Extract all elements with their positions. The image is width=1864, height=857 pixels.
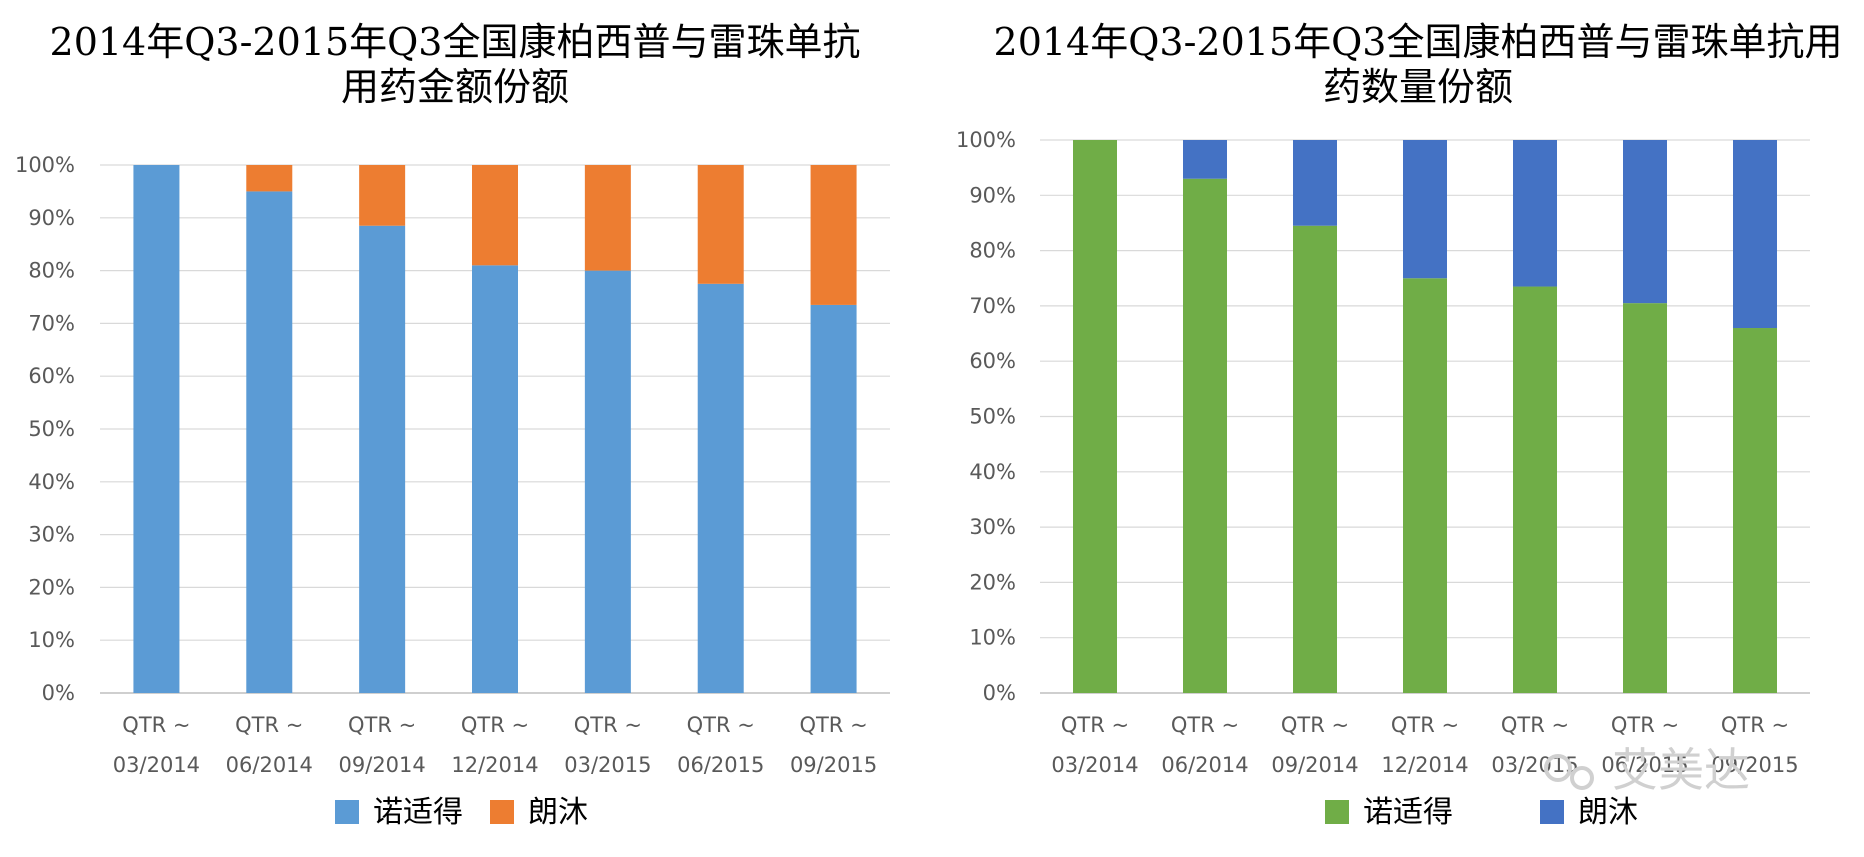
legend-swatch [1325, 800, 1349, 824]
bar-segment-langmu [472, 165, 518, 266]
x-tick-label: 06/2014 [1161, 753, 1248, 777]
y-tick-label: 70% [28, 311, 75, 335]
x-tick-label: QTR ~ [122, 713, 190, 737]
x-tick-label: 03/2015 [564, 753, 651, 777]
y-tick-label: 90% [969, 183, 1016, 207]
x-tick-label: QTR ~ [461, 713, 529, 737]
y-tick-label: 60% [969, 349, 1016, 373]
legend-swatch [490, 800, 514, 824]
x-tick-label: QTR ~ [1281, 713, 1349, 737]
legend-label: 诺适得 [1363, 795, 1453, 830]
y-tick-label: 20% [28, 575, 75, 599]
y-tick-label: 0% [42, 681, 75, 705]
bar-segment-langmu [1183, 140, 1227, 179]
x-tick-label: 09/2015 [790, 753, 877, 777]
y-tick-label: 80% [28, 259, 75, 283]
y-tick-label: 60% [28, 364, 75, 388]
bar-segment-novartis [246, 191, 293, 693]
bar-segment-langmu [1293, 140, 1337, 226]
legend-swatch [1540, 800, 1564, 824]
x-tick-label: 09/2015 [1711, 753, 1798, 777]
x-tick-label: 06/2015 [677, 753, 764, 777]
legend-label: 朗沐 [1578, 795, 1638, 830]
bar-segment-novartis [584, 270, 631, 693]
x-tick-label: QTR ~ [1611, 713, 1679, 737]
y-tick-label: 30% [969, 515, 1016, 539]
bar-segment-langmu [359, 165, 406, 226]
bar-segment-langmu [697, 165, 744, 284]
legend-label: 诺适得 [373, 795, 463, 830]
watermark-text: 艾美达 [1612, 743, 1750, 797]
x-tick-label: QTR ~ [687, 713, 755, 737]
x-tick-label: QTR ~ [1721, 713, 1789, 737]
chart-title-line-2: 用药金额份额 [341, 65, 569, 109]
bar-segment-novartis [472, 265, 518, 693]
bar-segment-novartis [697, 283, 744, 693]
bar-segment-novartis [1403, 278, 1447, 693]
bar-segment-novartis [133, 165, 180, 693]
bar-segment-langmu [584, 165, 631, 271]
chart-title-line-1: 2014年Q3-2015年Q3全国康柏西普与雷珠单抗 [50, 20, 861, 64]
bar-segment-novartis [1183, 178, 1227, 693]
y-tick-label: 10% [28, 628, 75, 652]
y-tick-label: 40% [969, 460, 1016, 484]
x-tick-label: QTR ~ [574, 713, 642, 737]
watermark: 艾美达 [1544, 743, 1750, 797]
bar-segment-langmu [246, 165, 293, 192]
x-tick-label: QTR ~ [1061, 713, 1129, 737]
bar-segment-novartis [359, 225, 406, 693]
y-tick-label: 100% [15, 153, 75, 177]
bar-segment-novartis [810, 304, 857, 693]
watermark-logo-icon [1544, 754, 1572, 782]
chart-title-line-1: 2014年Q3-2015年Q3全国康柏西普与雷珠单抗用 [994, 20, 1843, 64]
y-tick-label: 50% [28, 417, 75, 441]
bar-segment-langmu [810, 165, 857, 305]
x-tick-label: 12/2014 [1381, 753, 1468, 777]
x-tick-label: QTR ~ [1391, 713, 1459, 737]
x-tick-label: 03/2014 [113, 753, 200, 777]
y-tick-label: 40% [28, 470, 75, 494]
bar-segment-novartis [1293, 225, 1337, 693]
bar-segment-langmu [1733, 140, 1777, 329]
legend-label: 朗沐 [528, 795, 588, 830]
x-tick-label: QTR ~ [1501, 713, 1569, 737]
x-tick-label: QTR ~ [799, 713, 867, 737]
x-tick-label: 12/2014 [451, 753, 538, 777]
bar-segment-langmu [1513, 140, 1557, 287]
bar-segment-novartis [1073, 140, 1117, 693]
bar-segment-langmu [1403, 140, 1447, 279]
x-tick-label: QTR ~ [348, 713, 416, 737]
y-tick-label: 50% [969, 405, 1016, 429]
bar-segment-novartis [1623, 303, 1667, 693]
bar-segment-novartis [1513, 286, 1557, 693]
y-tick-label: 0% [983, 681, 1016, 705]
x-tick-label: 06/2015 [1601, 753, 1688, 777]
x-tick-label: QTR ~ [1171, 713, 1239, 737]
bar-segment-novartis [1733, 328, 1777, 693]
legend-swatch [335, 800, 359, 824]
y-tick-label: 100% [956, 128, 1016, 152]
x-tick-label: 09/2014 [1271, 753, 1358, 777]
x-tick-label: QTR ~ [235, 713, 303, 737]
y-tick-label: 90% [28, 206, 75, 230]
x-tick-label: 03/2014 [1051, 753, 1138, 777]
bar-segment-langmu [1623, 140, 1667, 304]
y-tick-label: 30% [28, 523, 75, 547]
chart-title-line-2: 药数量份额 [1323, 65, 1513, 109]
y-tick-label: 80% [969, 239, 1016, 263]
x-tick-label: 06/2014 [226, 753, 313, 777]
y-tick-label: 70% [969, 294, 1016, 318]
watermark-logo-icon-secondary [1570, 766, 1594, 790]
y-tick-label: 20% [969, 570, 1016, 594]
x-tick-label: 09/2014 [339, 753, 426, 777]
y-tick-label: 10% [969, 626, 1016, 650]
